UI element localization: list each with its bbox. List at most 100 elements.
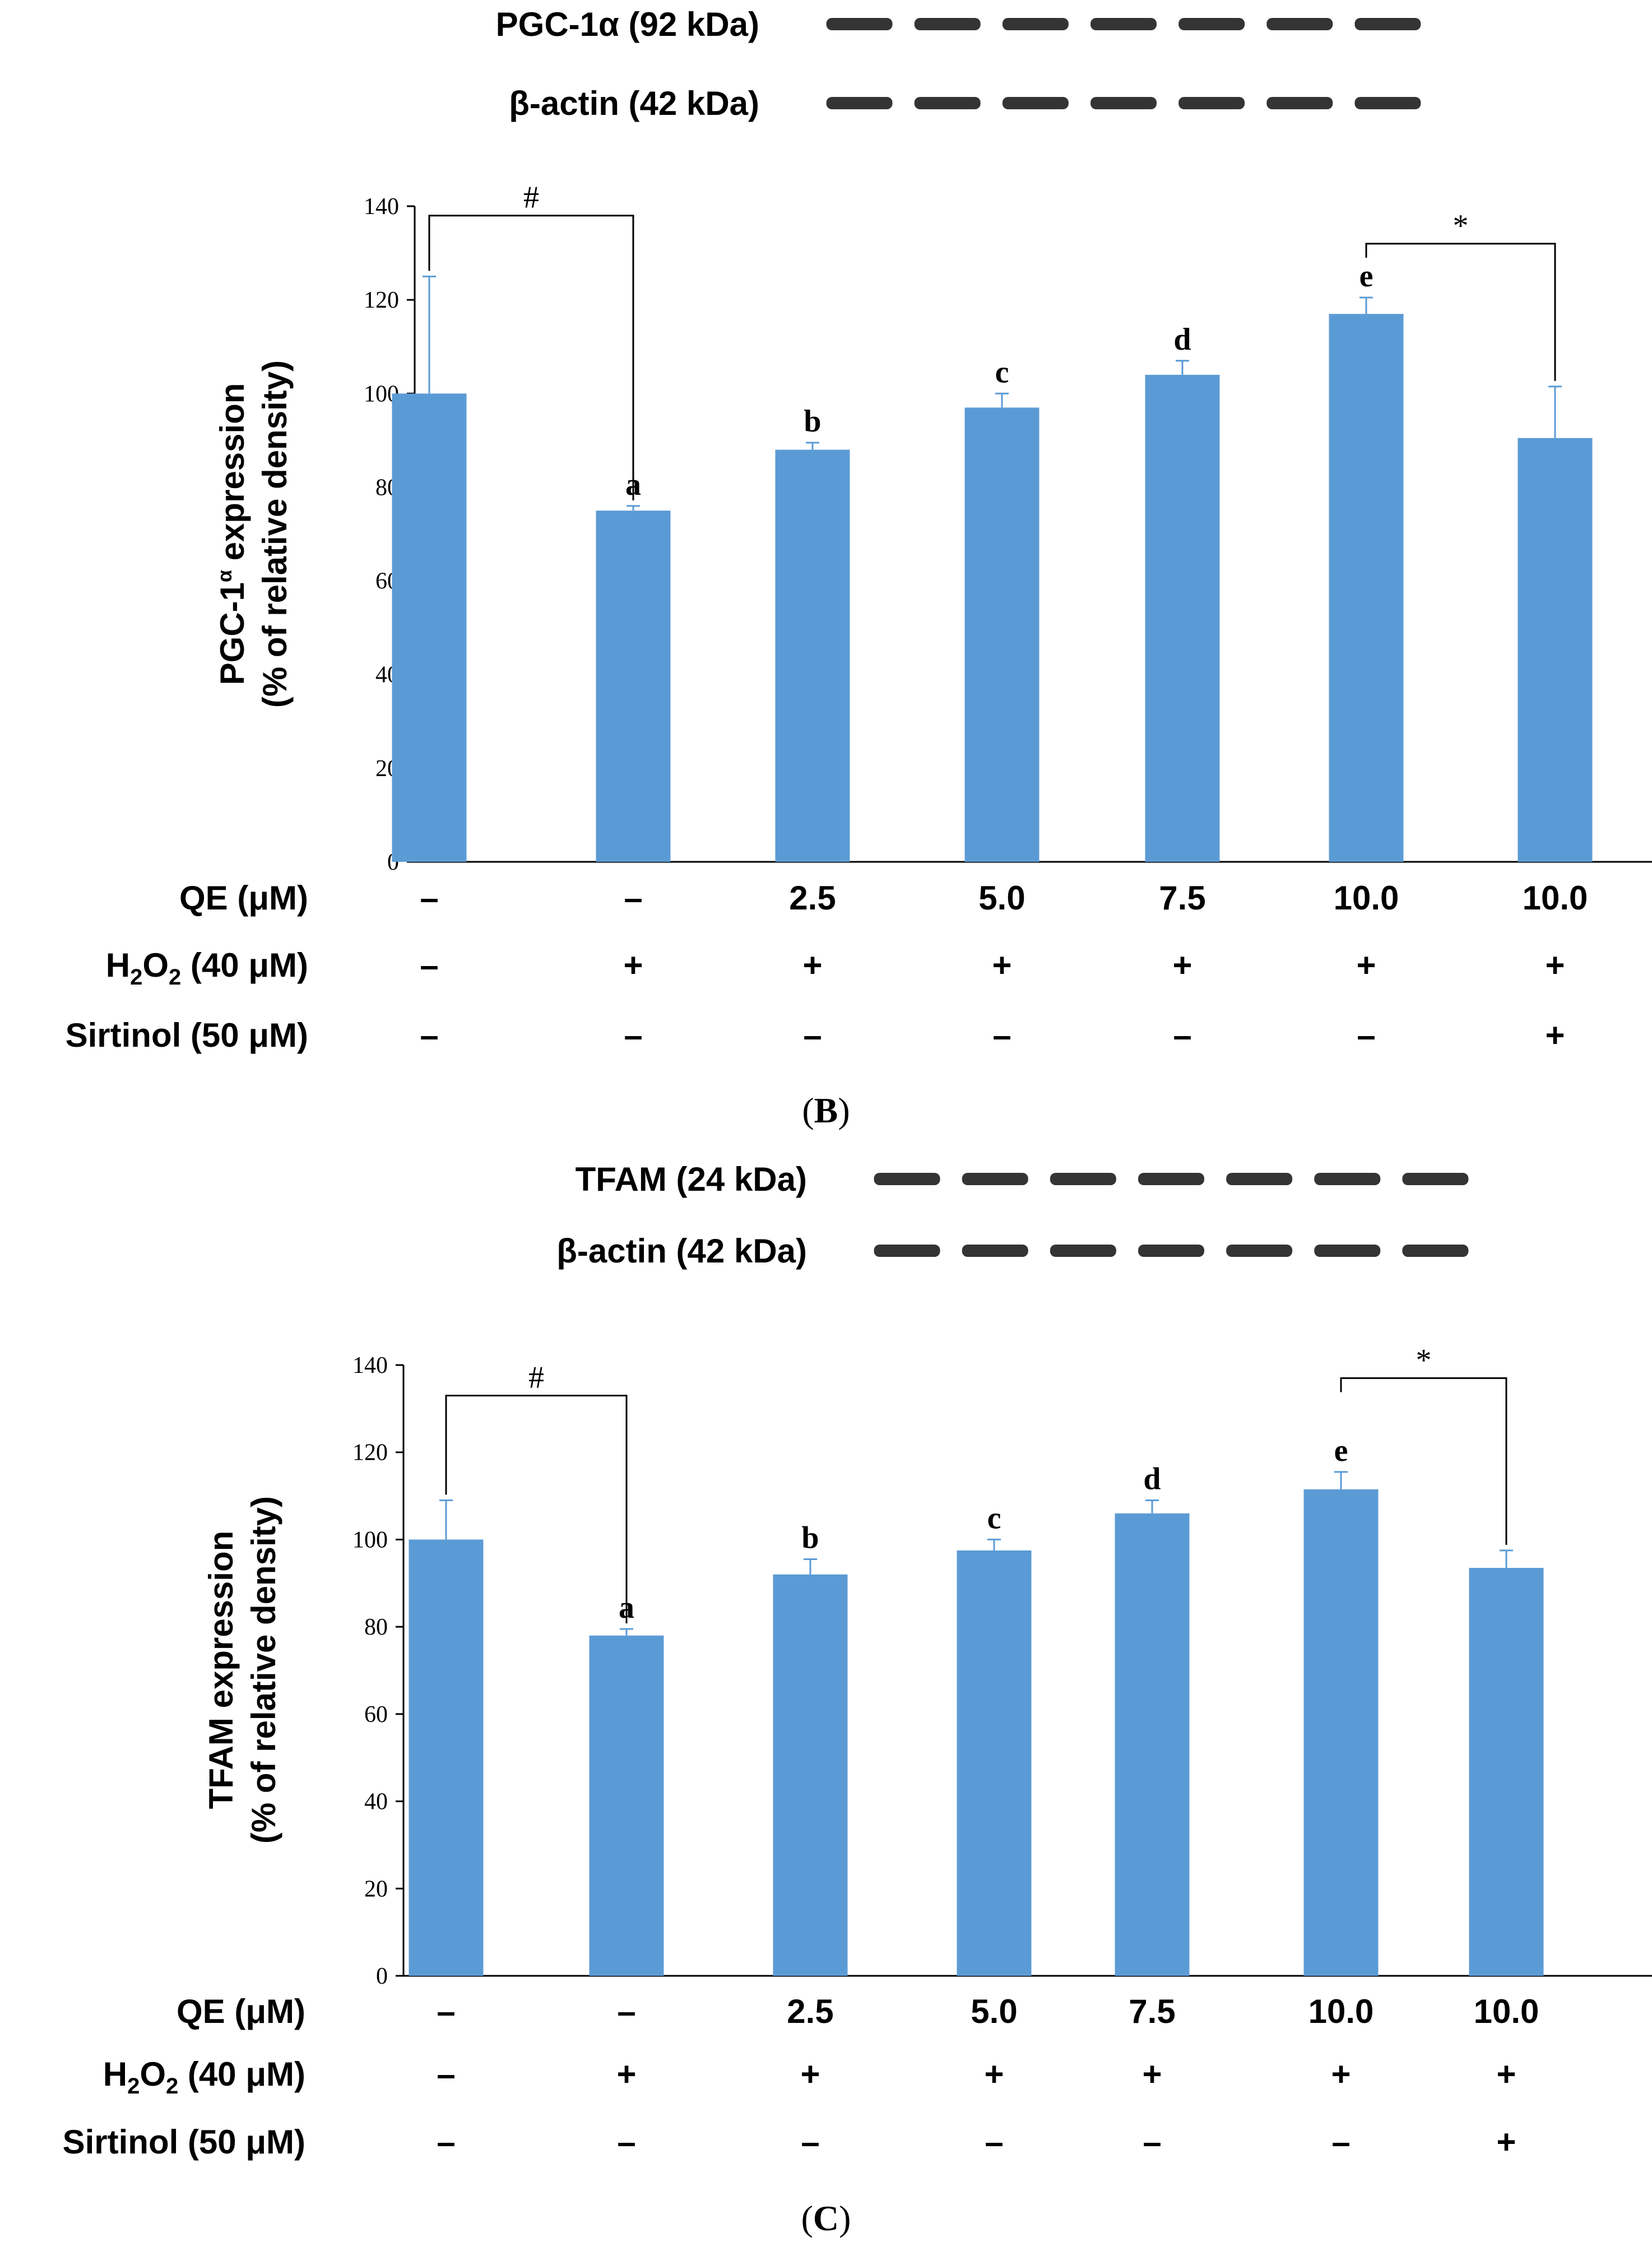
significance-letter: e	[1359, 259, 1373, 294]
treatment-label: H2O2 (40 μM)	[106, 946, 308, 990]
control-band	[1050, 1245, 1116, 1257]
treatment-value: 10.0	[1334, 879, 1399, 917]
treatment-value: –	[992, 1016, 1011, 1054]
bracket-line	[428, 215, 634, 500]
target-band	[1226, 1173, 1293, 1185]
treatment-label: QE (μM)	[177, 1993, 305, 2030]
label-part: (40 μM)	[178, 2055, 305, 2093]
treatment-value: +	[1545, 946, 1565, 984]
control-band	[874, 1245, 940, 1257]
bar	[957, 1550, 1032, 1976]
treatment-value: –	[437, 1993, 455, 2030]
bar	[596, 510, 671, 862]
treatment-value: 10.0	[1474, 1993, 1539, 2030]
treatment-value: –	[1173, 1016, 1191, 1054]
treatment-value: +	[800, 2055, 820, 2093]
western-blot: PGC-1α (92 kDa) β-actin (42 kDa)	[496, 6, 1421, 122]
treatment-value: –	[420, 1016, 438, 1054]
target-band	[1002, 18, 1069, 30]
control-band	[1354, 97, 1421, 109]
treatment-value: 5.0	[971, 1993, 1017, 2030]
control-band	[914, 97, 981, 109]
treatment-value: –	[420, 879, 438, 917]
significance-letter: c	[995, 355, 1009, 389]
chart-panel-pgc1a: PGC-1α (92 kDa)β-actin (42 kDa)020406080…	[66, 6, 1652, 1130]
control-band	[1178, 97, 1245, 109]
treatment-value: –	[437, 2055, 455, 2093]
bar	[1115, 1513, 1190, 1976]
bracket-symbol: #	[523, 180, 539, 215]
control-band	[826, 97, 893, 109]
label-part: H	[103, 2055, 127, 2093]
significance-letter: d	[1173, 322, 1191, 357]
treatment-value: –	[801, 2123, 819, 2161]
subscript: 2	[169, 965, 181, 990]
treatment-label: Sirtinol (50 μM)	[63, 2123, 305, 2161]
bar	[1469, 1568, 1544, 1976]
treatment-value: +	[1496, 2055, 1516, 2093]
bracket-symbol: *	[1416, 1343, 1432, 1377]
treatment-value: –	[420, 946, 438, 984]
treatment-value: +	[1331, 2055, 1351, 2093]
treatment-value: –	[624, 879, 642, 917]
target-band	[1402, 1173, 1469, 1185]
chart-panel-tfam: TFAM (24 kDa) β-actin (42 kDa) 0 20 40 60 80 10…	[63, 1161, 1652, 2238]
bracket-symbol: #	[528, 1361, 544, 1395]
control-band	[1266, 97, 1333, 109]
significance-bracket: *	[1365, 208, 1556, 381]
target-band	[826, 18, 893, 30]
treatment-value: +	[802, 946, 822, 984]
y-tick-label: 0	[376, 1964, 388, 1989]
subscript: 2	[130, 965, 142, 990]
treatment-value: –	[437, 2123, 455, 2161]
treatment-value: –	[1143, 2123, 1161, 2161]
blot-control-label: β-actin (42 kDa)	[509, 85, 759, 122]
bar	[773, 1574, 848, 1976]
bar	[1303, 1489, 1379, 1976]
label-part: H	[106, 946, 130, 984]
bracket-symbol: *	[1453, 208, 1469, 243]
treatment-value: +	[1142, 2055, 1162, 2093]
subscript: 2	[166, 2074, 178, 2099]
target-band	[1138, 1173, 1204, 1185]
caption-close: )	[838, 1090, 850, 1130]
treatment-value: –	[617, 1993, 635, 2030]
bar	[392, 393, 467, 862]
treatment-value: +	[1545, 1016, 1565, 1054]
y-axis-label-end: expression	[202, 1531, 240, 1718]
target-band	[874, 1173, 940, 1185]
treatment-value: +	[1496, 2123, 1516, 2161]
bar	[589, 1635, 664, 1976]
target-band	[1266, 18, 1333, 30]
treatment-value: +	[1356, 946, 1376, 984]
treatment-value: 10.0	[1308, 1993, 1374, 2030]
y-tick-label: 120	[352, 1440, 388, 1466]
treatment-value: –	[624, 1016, 642, 1054]
target-band	[914, 18, 981, 30]
treatment-label: H2O2 (40 μM)	[103, 2055, 305, 2099]
treatment-value: 7.5	[1159, 879, 1205, 917]
control-band	[1090, 97, 1157, 109]
y-axis-label-end: expression	[214, 383, 251, 570]
y-tick-label: 20	[364, 1876, 388, 1902]
bar	[1329, 314, 1404, 862]
y-axis-label: TFAM expression (% of relative density)	[202, 1496, 282, 1844]
significance-bracket: *	[1340, 1343, 1507, 1545]
treatment-value: 10.0	[1523, 879, 1588, 917]
target-band	[962, 1173, 1028, 1185]
significance-bracket: #	[428, 180, 634, 500]
label-part: O	[140, 2055, 166, 2093]
treatment-value: +	[992, 946, 1011, 984]
y-axis-label-name: TFAM	[202, 1718, 240, 1809]
bar	[1145, 374, 1220, 862]
significance-bracket: #	[445, 1361, 628, 1624]
y-axis-label-super: α	[213, 570, 236, 582]
treatment-label: Sirtinol (50 μM)	[66, 1016, 308, 1054]
control-band	[1002, 97, 1069, 109]
panel-caption: (B)	[802, 1090, 850, 1130]
y-axis-label-name: PGC-1	[214, 582, 251, 685]
